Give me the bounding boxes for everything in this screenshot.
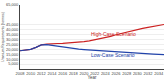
svg-text:35,000: 35,000 xyxy=(6,32,19,37)
svg-text:2020: 2020 xyxy=(80,71,90,76)
svg-text:20,000: 20,000 xyxy=(6,47,19,52)
svg-text:Year: Year xyxy=(87,75,97,80)
svg-text:2014: 2014 xyxy=(48,71,58,76)
svg-text:15,000: 15,000 xyxy=(6,52,19,57)
svg-text:2012: 2012 xyxy=(37,71,47,76)
svg-text:30,000: 30,000 xyxy=(6,37,19,42)
svg-text:2030: 2030 xyxy=(133,71,143,76)
svg-text:45,000: 45,000 xyxy=(6,22,19,27)
svg-text:65,000: 65,000 xyxy=(6,2,19,7)
svg-text:2028: 2028 xyxy=(122,71,132,76)
svg-text:2016: 2016 xyxy=(58,71,68,76)
svg-text:10,000: 10,000 xyxy=(6,57,19,62)
svg-text:2024: 2024 xyxy=(101,71,111,76)
svg-text:2010: 2010 xyxy=(26,71,36,76)
svg-text:2008: 2008 xyxy=(16,71,26,76)
svg-text:2032: 2032 xyxy=(144,71,154,76)
svg-text:40,000: 40,000 xyxy=(6,27,19,32)
svg-text:5,000: 5,000 xyxy=(8,61,19,66)
svg-text:2022: 2022 xyxy=(90,71,100,76)
svg-text:High-Case Scenario: High-Case Scenario xyxy=(91,31,136,37)
svg-text:Low-Case Scenario: Low-Case Scenario xyxy=(91,52,135,58)
svg-text:Uranium Requirements (tonnes): Uranium Requirements (tonnes) xyxy=(1,12,5,62)
svg-text:2026: 2026 xyxy=(112,71,122,76)
svg-text:25,000: 25,000 xyxy=(6,42,19,47)
svg-text:2034: 2034 xyxy=(154,71,164,76)
svg-text:2018: 2018 xyxy=(69,71,79,76)
